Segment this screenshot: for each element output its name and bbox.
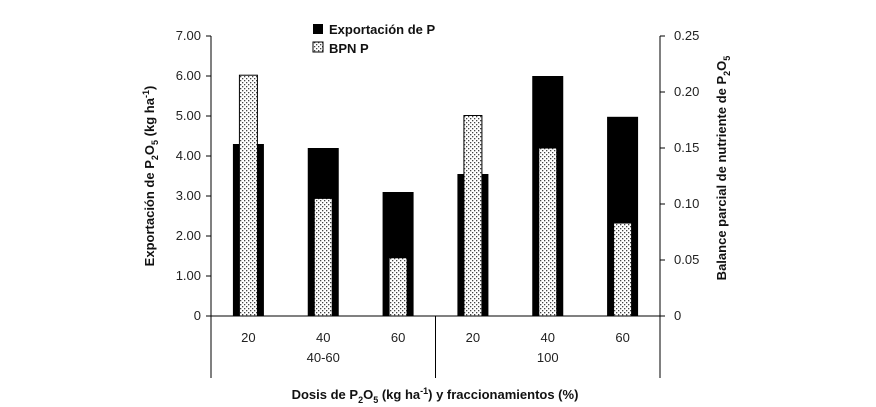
legend-label-bpn: BPN P [329,41,369,56]
x-tick-label: 60 [391,330,405,345]
bar-bpn [313,197,333,317]
y-axis-right-title: Balance parcial de nutriente de P2O5 [714,56,732,281]
bar-bpn [388,257,408,317]
legend-swatch-exportacion [313,24,323,34]
y-left-tick-label: 6.00 [176,68,201,83]
y-axis-left-title: Exportación de P2O5 (kg ha-1) [141,86,160,267]
y-left-tick-label: 7.00 [176,28,201,43]
bar-bpn [613,222,633,317]
axes-layer [206,35,665,378]
y-right-tick-label: 0.15 [674,140,699,155]
y-left-tick-label: 4.00 [176,148,201,163]
x-tick-label: 40 [316,330,330,345]
x-tick-label: 40 [541,330,555,345]
y-left-tick-label: 0 [194,308,201,323]
y-right-tick-label: 0.05 [674,252,699,267]
x-group-label: 100 [537,350,559,365]
y-left-tick-label: 5.00 [176,108,201,123]
x-axis-title: Dosis de P2O5 (kg ha-1) y fraccionamient… [292,386,579,405]
legend: Exportación de P BPN P [312,22,436,56]
legend-label-exportacion: Exportación de P [329,22,436,37]
x-tick-label: 20 [466,330,480,345]
bar-bpn [538,147,558,317]
labels-layer: 0 1.00 2.00 3.00 4.00 5.00 6.00 7.00 0 0.05 0.10 0.… [141,28,732,405]
x-tick-label: 20 [241,330,255,345]
x-tick-label: 60 [615,330,629,345]
y-right-tick-label: 0.25 [674,28,699,43]
bar-bpn [238,74,258,317]
y-right-tick-label: 0.10 [674,196,699,211]
legend-swatch-bpn [312,41,324,53]
y-right-tick-label: 0.20 [674,84,699,99]
y-left-tick-label: 2.00 [176,228,201,243]
y-left-tick-label: 3.00 [176,188,201,203]
bars-layer [232,74,639,317]
bar-bpn [463,115,483,317]
y-right-tick-label: 0 [674,308,681,323]
x-group-label: 40-60 [307,350,340,365]
y-left-tick-label: 1.00 [176,268,201,283]
